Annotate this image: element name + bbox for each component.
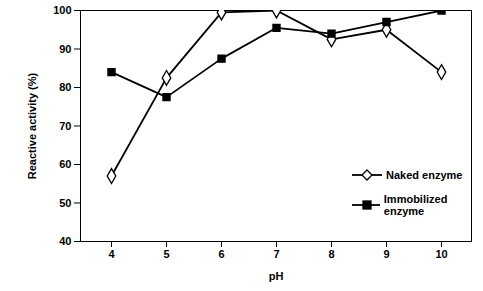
svg-text:Reactive activity (%): Reactive activity (%)	[26, 72, 38, 179]
svg-text:9: 9	[383, 248, 389, 260]
svg-text:pH: pH	[269, 270, 284, 282]
svg-text:60: 60	[59, 158, 71, 170]
svg-text:5: 5	[163, 248, 169, 260]
svg-text:4: 4	[108, 248, 115, 260]
svg-text:100: 100	[53, 4, 71, 16]
svg-text:10: 10	[435, 248, 447, 260]
svg-text:80: 80	[59, 81, 71, 93]
svg-text:8: 8	[328, 248, 334, 260]
svg-text:40: 40	[59, 235, 71, 247]
svg-text:6: 6	[218, 248, 224, 260]
html-text:Naked enzyme: Naked enzyme	[386, 169, 463, 181]
svg-text:70: 70	[59, 120, 71, 132]
html-text:Immobilized enzyme: Immobilized enzyme	[383, 193, 448, 217]
svg-text:90: 90	[59, 43, 71, 55]
svg-text:50: 50	[59, 197, 71, 209]
svg-text:7: 7	[273, 248, 279, 260]
